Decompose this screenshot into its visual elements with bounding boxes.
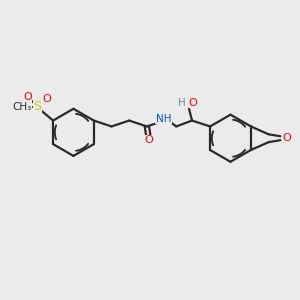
Text: H: H bbox=[178, 98, 186, 108]
Text: O: O bbox=[23, 92, 32, 102]
Text: NH: NH bbox=[156, 114, 171, 124]
Text: O: O bbox=[189, 98, 197, 108]
Text: O: O bbox=[43, 94, 52, 104]
Text: S: S bbox=[33, 100, 41, 113]
Text: CH₃: CH₃ bbox=[12, 102, 31, 112]
Text: O: O bbox=[144, 135, 153, 145]
Text: O: O bbox=[283, 133, 292, 143]
